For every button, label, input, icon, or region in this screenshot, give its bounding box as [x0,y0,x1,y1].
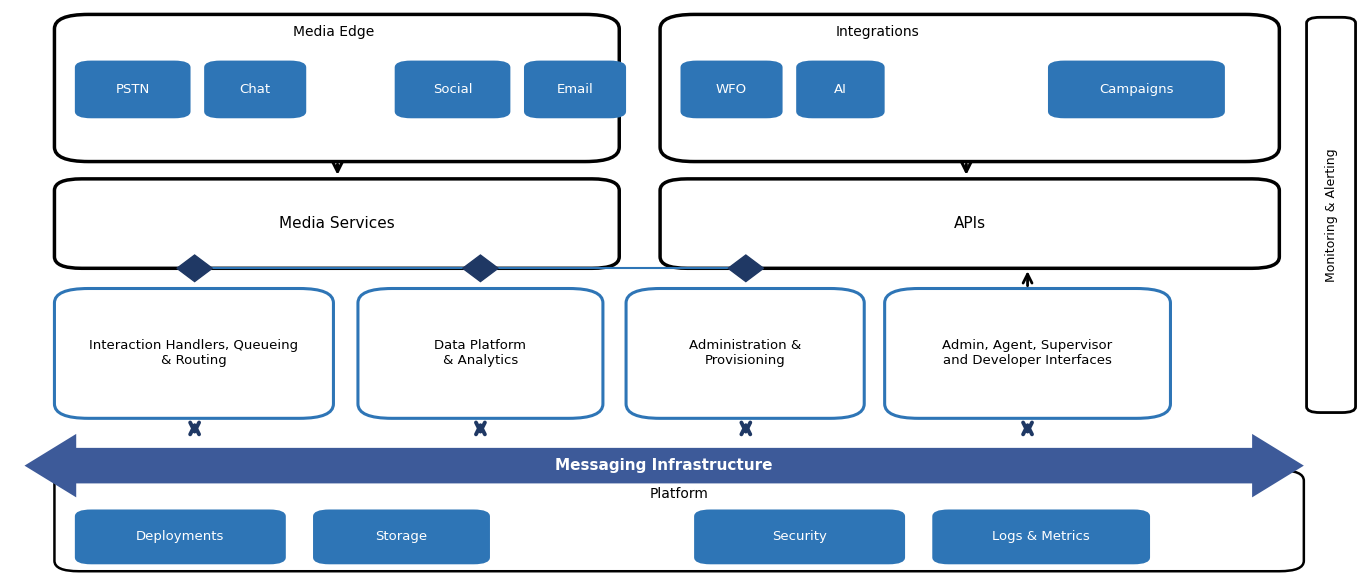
Text: APIs: APIs [954,216,985,231]
FancyBboxPatch shape [395,61,510,118]
Text: Campaigns: Campaigns [1100,83,1173,96]
FancyBboxPatch shape [358,288,603,418]
Text: Admin, Agent, Supervisor
and Developer Interfaces: Admin, Agent, Supervisor and Developer I… [942,339,1113,368]
Text: Deployments: Deployments [136,530,225,544]
Text: Integrations: Integrations [836,25,920,39]
Text: Interaction Handlers, Queueing
& Routing: Interaction Handlers, Queueing & Routing [90,339,298,368]
Text: WFO: WFO [716,83,747,96]
Text: Chat: Chat [240,83,271,96]
Text: Monitoring & Alerting: Monitoring & Alerting [1324,148,1338,282]
FancyBboxPatch shape [75,509,286,564]
FancyBboxPatch shape [660,14,1279,162]
Text: Storage: Storage [376,530,427,544]
Polygon shape [24,434,1304,497]
FancyBboxPatch shape [796,61,885,118]
Text: Media Services: Media Services [279,216,395,231]
FancyBboxPatch shape [626,288,864,418]
FancyBboxPatch shape [54,288,333,418]
Text: Administration &
Provisioning: Administration & Provisioning [689,339,802,368]
FancyBboxPatch shape [75,61,191,118]
Text: Email: Email [557,83,593,96]
Text: Messaging Infrastructure: Messaging Infrastructure [555,458,773,473]
FancyBboxPatch shape [885,288,1170,418]
Text: Security: Security [772,530,827,544]
FancyBboxPatch shape [204,61,306,118]
FancyBboxPatch shape [1307,17,1356,413]
Polygon shape [177,255,212,282]
FancyBboxPatch shape [313,509,490,564]
Text: Media Edge: Media Edge [293,25,374,39]
Polygon shape [463,255,498,282]
FancyBboxPatch shape [524,61,626,118]
Text: Logs & Metrics: Logs & Metrics [992,530,1090,544]
Text: AI: AI [834,83,847,96]
Text: Data Platform
& Analytics: Data Platform & Analytics [434,339,527,368]
FancyBboxPatch shape [680,61,783,118]
Polygon shape [728,255,764,282]
FancyBboxPatch shape [932,509,1150,564]
FancyBboxPatch shape [694,509,905,564]
FancyBboxPatch shape [54,14,619,162]
Text: Platform: Platform [649,488,709,501]
FancyBboxPatch shape [54,470,1304,571]
FancyBboxPatch shape [1048,61,1225,118]
Text: PSTN: PSTN [116,83,150,96]
Text: Social: Social [433,83,472,96]
FancyBboxPatch shape [54,179,619,268]
FancyBboxPatch shape [660,179,1279,268]
